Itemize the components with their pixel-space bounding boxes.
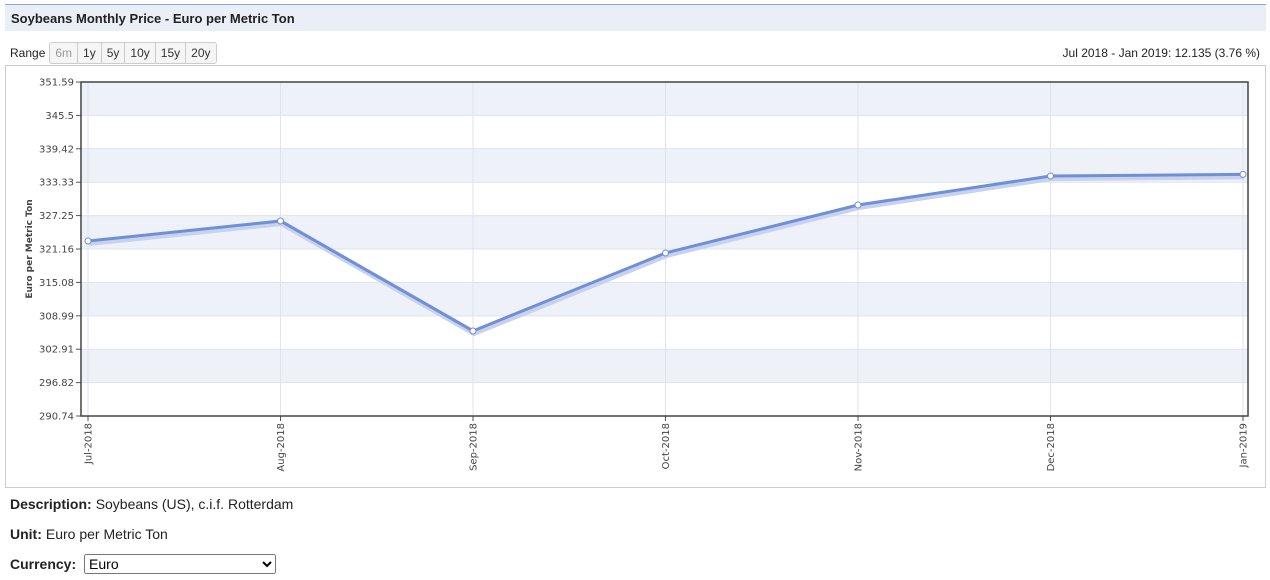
y-tick-label: 315.08 [39, 278, 74, 289]
x-tick-label: Jan-2019 [1239, 423, 1250, 468]
data-point [469, 327, 477, 335]
x-tick-label: Dec-2018 [1046, 423, 1057, 471]
chart: 290.74 296.82 302.91 308.99 315.08 321.16 327.… [25, 78, 1250, 472]
x-tick-label: Jul-2018 [84, 423, 95, 465]
plot-band [81, 215, 1248, 250]
plot-band [81, 82, 1248, 116]
range-button[interactable]: 6m [50, 43, 78, 63]
y-tick-label: 333.33 [39, 178, 74, 189]
currency-select[interactable]: Euro [84, 554, 277, 574]
y-tick-label: 296.82 [39, 378, 74, 389]
x-tick-label: Oct-2018 [661, 423, 672, 469]
data-point [662, 249, 669, 257]
y-tick-label: 308.99 [39, 311, 74, 322]
data-point [277, 217, 284, 225]
title-bar: Soybeans Monthly Price - Euro per Metric… [5, 4, 1266, 31]
range-button[interactable]: 5y [100, 43, 125, 63]
description-text: Soybeans (US), c.i.f. Rotterdam [95, 496, 294, 512]
range-buttons: 6m 1y 5y 10y 15y 20y [49, 42, 217, 64]
data-point [84, 237, 92, 245]
chart-box: 290.74 296.82 302.91 308.99 315.08 321.16 327.… [5, 65, 1266, 488]
range-button[interactable]: 10y [124, 43, 155, 63]
unit-label: Unit: [10, 526, 42, 542]
range-button[interactable]: 20y [185, 43, 216, 63]
currency-row: Currency: Euro [10, 554, 277, 574]
y-tick-label: 302.91 [39, 345, 74, 356]
currency-label: Currency: [10, 556, 77, 572]
title: Soybeans Monthly Price - Euro per Metric… [11, 11, 295, 26]
range-selector: Range 6m 1y 5y 10y 15y 20y [10, 42, 217, 64]
y-tick-label: 327.25 [39, 211, 74, 222]
data-point [854, 201, 862, 209]
x-tick-label: Sep-2018 [469, 423, 480, 471]
range-button[interactable]: 15y [154, 43, 186, 63]
y-tick-label: 351.59 [39, 78, 74, 89]
plot-band [81, 349, 1248, 383]
range-label: Range [10, 46, 46, 60]
data-point [1047, 172, 1054, 180]
x-tick-label: Aug-2018 [276, 423, 287, 472]
range-button[interactable]: 1y [77, 43, 101, 63]
y-tick-label: 339.42 [39, 144, 74, 155]
y-tick-label: 345.5 [45, 111, 74, 122]
x-tick-label: Nov-2018 [854, 423, 865, 471]
description-label: Description: [10, 496, 92, 512]
y-tick-label: 290.74 [39, 412, 74, 423]
plot-frame [80, 81, 1249, 417]
unit-text: Euro per Metric Ton [45, 526, 168, 542]
y-tick-label: 321.16 [39, 245, 74, 256]
unit-row: Unit: Euro per Metric Ton [10, 526, 168, 542]
description-row: Description: Soybeans (US), c.i.f. Rotter… [10, 496, 293, 512]
y-axis-label: Euro per Metric Ton [25, 199, 35, 298]
range-summary: Jul 2018 - Jan 2019: 12.135 (3.76 %) [1062, 46, 1260, 60]
plot-band [81, 282, 1248, 316]
data-point [1239, 170, 1247, 178]
